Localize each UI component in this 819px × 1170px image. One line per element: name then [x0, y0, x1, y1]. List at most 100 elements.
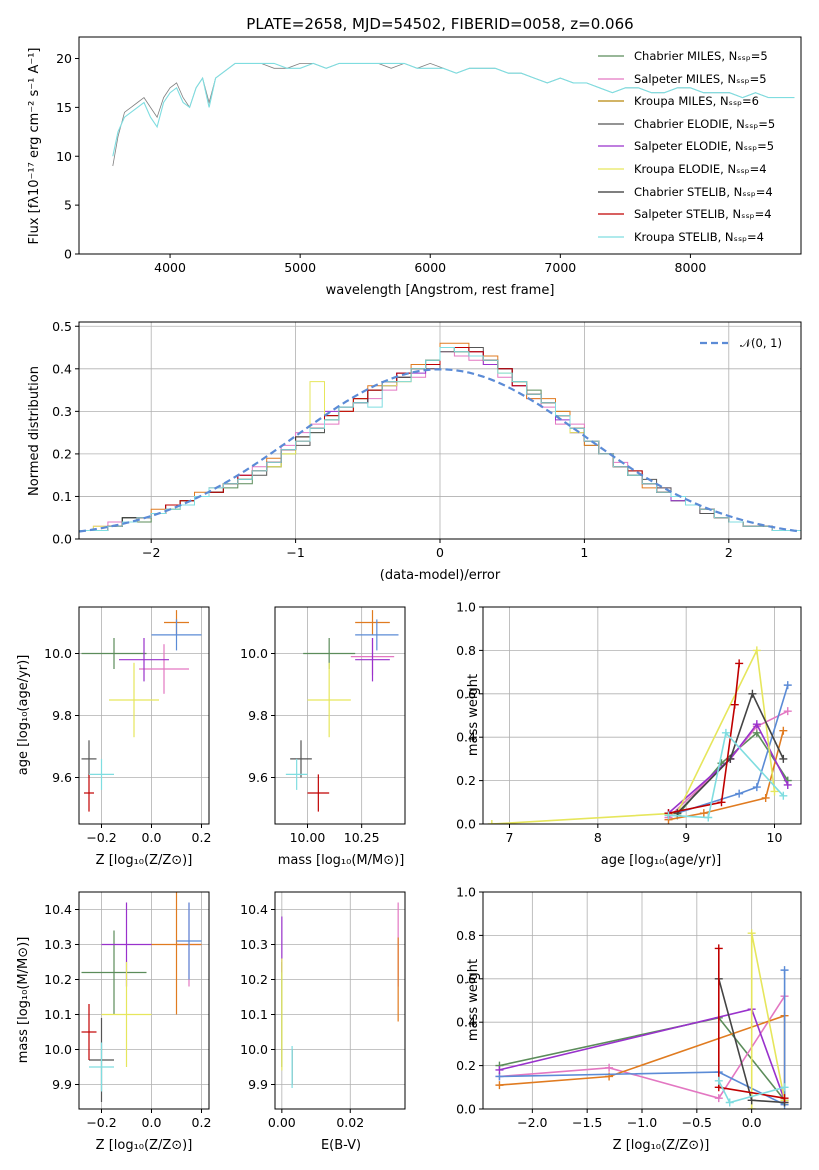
plot-area: [79, 342, 801, 533]
x-tick-label: 0.0: [142, 1115, 162, 1130]
y-tick-label: 0.0: [52, 532, 72, 547]
x-tick-label: 10.25: [344, 830, 380, 845]
legend-entry: Salpeter ELODIE, Nₛₛₚ=5: [598, 139, 774, 153]
mass-vs-ebv-panel: 0.00 0.02 9.9 10.0 10.1 10.2 10.3 10.4: [240, 891, 406, 1130]
weight-marker: [495, 1065, 504, 1074]
weight-marker: [780, 1083, 789, 1092]
errorbar-point: [285, 758, 308, 790]
weight-marker: [730, 700, 739, 709]
weight-line: [667, 722, 789, 814]
age-vs-mass-panel: 10.00 10.25 9.6 9.8 10.0: [240, 606, 406, 845]
weight-marker: [495, 1081, 504, 1090]
x-tick-label: 0.2: [192, 830, 212, 845]
y-tick-label: 5: [64, 198, 72, 213]
x-tick-label: −2: [142, 545, 160, 560]
legend-entry: Kroupa ELODIE, Nₛₛₚ=4: [598, 162, 767, 176]
age-z-xlabel: Z [log₁₀(Z/Z⊙)]: [96, 853, 193, 868]
y-tick-label: 10.0: [44, 646, 72, 661]
y-tick-label: 9.8: [52, 708, 72, 723]
y-tick-label: 10.3: [44, 937, 72, 952]
weight-marker: [747, 1096, 756, 1105]
weight-marker: [779, 754, 788, 763]
errorbar-point: [81, 740, 97, 778]
y-tick-label: 10.0: [44, 1042, 72, 1057]
weight-marker: [714, 1076, 723, 1085]
x-tick-label: 9: [682, 830, 690, 845]
x-tick-label: 0.02: [336, 1115, 364, 1130]
x-tick-label: 8000: [675, 260, 707, 275]
weight-marker: [780, 966, 789, 975]
y-tick-label: 0.2: [52, 446, 72, 461]
svg-text:Kroupa ELODIE, Nₛₛₚ=4: Kroupa ELODIE, Nₛₛₚ=4: [634, 162, 767, 176]
age-z-ylabel: age [log₁₀(age/yr)]: [16, 655, 31, 776]
spectrum-legend: Chabrier MILES, Nₛₛₚ=5 Salpeter MILES, N…: [598, 49, 775, 244]
weight-marker: [714, 1094, 723, 1103]
age-vs-metallicity-panel: −0.2 0.0 0.2 9.6 9.8 10.0: [44, 606, 212, 845]
y-tick-label: 1.0: [456, 885, 476, 900]
x-tick-label: −1.5: [572, 1115, 602, 1130]
x-tick-label: −0.2: [86, 1115, 116, 1130]
y-tick-label: 0.5: [52, 319, 72, 334]
mass-z-ylabel: mass [log₁₀(M/M⊙)]: [16, 937, 31, 1064]
svg-text:Chabrier MILES, Nₛₛₚ=5: Chabrier MILES, Nₛₛₚ=5: [634, 49, 768, 63]
y-tick-label: 0.2: [456, 1058, 476, 1073]
weight-line: [668, 663, 740, 814]
weight-marker: [783, 707, 792, 716]
legend-entry: Kroupa STELIB, Nₛₛₚ=4: [598, 230, 764, 244]
weight-marker: [783, 780, 792, 789]
legend-entry: Salpeter STELIB, Nₛₛₚ=4: [598, 207, 772, 221]
spectrum-line: [112, 62, 795, 157]
errorbar-point: [355, 638, 390, 682]
x-tick-label: 0.00: [268, 1115, 296, 1130]
weight-marker: [704, 813, 713, 822]
weight-marker: [779, 791, 788, 800]
plot-area: [81, 610, 202, 812]
svg-text:Salpeter ELODIE, Nₛₛₚ=5: Salpeter ELODIE, Nₛₛₚ=5: [634, 139, 774, 153]
x-tick-label: 6000: [414, 260, 446, 275]
y-tick-label: 0.8: [456, 643, 476, 658]
axes-frame: [78, 36, 802, 255]
plot-area: [495, 929, 789, 1109]
weight-z-xlabel: Z [log₁₀(Z/Z⊙)]: [613, 1138, 710, 1153]
svg-text:Chabrier STELIB, Nₛₛₚ=4: Chabrier STELIB, Nₛₛₚ=4: [634, 185, 773, 199]
weight-marker: [735, 659, 744, 668]
x-tick-label: 1: [580, 545, 588, 560]
svg-text:Chabrier ELODIE, Nₛₛₚ=5: Chabrier ELODIE, Nₛₛₚ=5: [634, 117, 775, 131]
weight-marker: [748, 689, 757, 698]
residuals-xlabel: (data-model)/error: [380, 568, 501, 583]
errorbar-point: [307, 774, 330, 812]
errorbar-point: [109, 662, 159, 738]
errorbar-point: [101, 962, 152, 1067]
age-mass-xlabel: mass [log₁₀(M/M⊙)]: [278, 853, 405, 868]
plot-area: [285, 610, 399, 812]
y-tick-label: 10.1: [240, 1007, 268, 1022]
y-tick-label: 20: [56, 51, 72, 66]
svg-text:Salpeter STELIB, Nₛₛₚ=4: Salpeter STELIB, Nₛₛₚ=4: [634, 207, 772, 221]
errorbar-point: [89, 758, 114, 790]
x-tick-label: 0.0: [742, 1115, 762, 1130]
gaussian-curve: [79, 368, 801, 533]
residuals-ylabel: Normed distribution: [27, 366, 42, 496]
svg-text:Kroupa MILES, Nₛₛₚ=6: Kroupa MILES, Nₛₛₚ=6: [634, 94, 759, 108]
svg-text:𝒩(0, 1): 𝒩(0, 1): [740, 336, 782, 350]
weight-age-xlabel: age [log₁₀(age/yr)]: [601, 853, 722, 868]
spectrum-xlabel: wavelength [Angstrom, rest frame]: [326, 283, 555, 298]
residuals-legend: 𝒩(0, 1): [700, 336, 782, 350]
y-tick-label: 10.0: [240, 646, 268, 661]
axes-frame: [482, 606, 802, 825]
y-tick-label: 10.2: [240, 972, 268, 987]
x-tick-label: 10: [767, 830, 783, 845]
x-tick-label: 2: [725, 545, 733, 560]
svg-text:Kroupa STELIB, Nₛₛₚ=4: Kroupa STELIB, Nₛₛₚ=4: [634, 230, 764, 244]
y-tick-label: 10.1: [44, 1007, 72, 1022]
x-tick-label: −1: [286, 545, 304, 560]
svg-text:Salpeter MILES, Nₛₛₚ=5: Salpeter MILES, Nₛₛₚ=5: [634, 72, 767, 86]
weight-vs-age-panel: 7 8 9 10 0.0 0.2 0.4 0.6 0.8 1.0: [456, 600, 802, 845]
errorbar-point: [176, 902, 202, 980]
errorbar-point: [151, 892, 202, 1015]
errorbar-point: [81, 638, 147, 669]
weight-line: [676, 691, 785, 814]
x-tick-label: 5000: [284, 260, 316, 275]
y-tick-label: 0.1: [52, 489, 72, 504]
